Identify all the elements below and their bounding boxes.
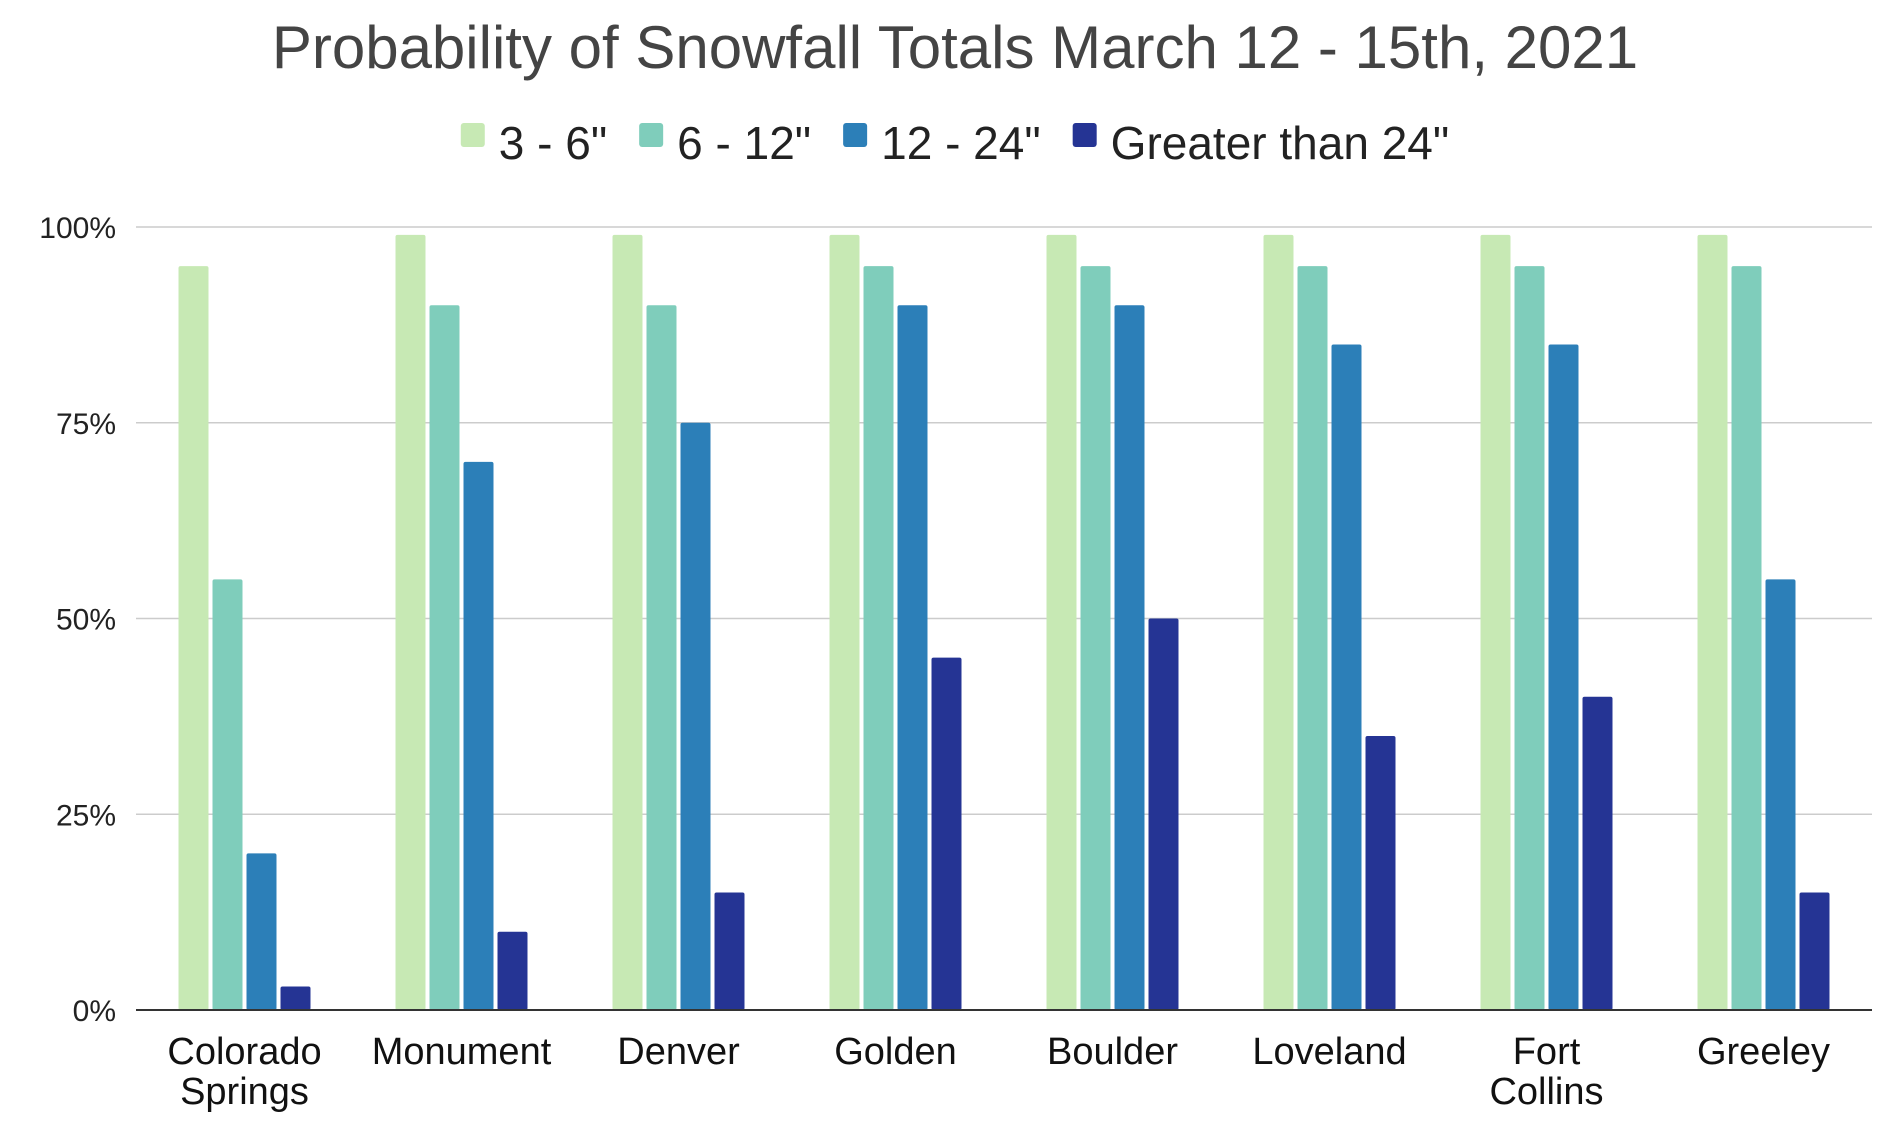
x-tick-label: Fort Collins <box>1489 1031 1603 1113</box>
bar <box>1731 266 1762 1010</box>
bar <box>497 931 528 1010</box>
bar <box>463 461 494 1010</box>
y-tick-label: 75% <box>56 408 116 441</box>
bar <box>680 422 711 1010</box>
y-tick-label: 50% <box>56 604 116 637</box>
bar <box>829 234 860 1010</box>
bar <box>714 892 745 1010</box>
bar <box>1331 344 1362 1010</box>
y-tick-label: 0% <box>73 995 116 1028</box>
legend-swatch <box>1072 123 1097 147</box>
bar <box>1297 266 1328 1010</box>
bar <box>1148 618 1179 1010</box>
bar <box>646 305 677 1010</box>
bar <box>1080 266 1111 1010</box>
bar <box>429 305 460 1010</box>
legend-label: Greater than 24" <box>1111 117 1450 169</box>
legend-item: 12 - 24" <box>843 117 1041 169</box>
bar <box>1548 344 1579 1010</box>
bar <box>863 266 894 1010</box>
bar <box>395 234 426 1010</box>
x-tick-label: Greeley <box>1697 1031 1830 1073</box>
x-tick-label: Monument <box>372 1031 552 1073</box>
x-tick-label: Loveland <box>1252 1031 1406 1073</box>
bar <box>1514 266 1545 1010</box>
y-tick-label: 25% <box>56 799 116 832</box>
legend-swatch <box>843 123 868 147</box>
legend-swatch <box>460 123 485 147</box>
bar <box>931 657 962 1010</box>
legend-label: 12 - 24" <box>881 117 1041 169</box>
y-tick-label: 100% <box>39 212 116 245</box>
y-axis-ticks: 0% 25% 50% 75% 100% <box>39 212 116 1028</box>
bar <box>1480 234 1511 1010</box>
bar <box>1582 696 1613 1010</box>
bar <box>612 234 643 1010</box>
x-axis-ticks: Colorado Springs Monument Denver Golden Bould… <box>167 1031 1830 1113</box>
bar <box>1799 892 1830 1010</box>
bar <box>1765 579 1796 1010</box>
x-tick-label: Denver <box>617 1031 740 1073</box>
legend-label: 3 - 6" <box>499 117 607 169</box>
x-tick-label: Boulder <box>1047 1031 1178 1073</box>
legend-item: Greater than 24" <box>1072 117 1450 169</box>
bar <box>1263 234 1294 1010</box>
legend-item: 3 - 6" <box>460 117 607 169</box>
bar <box>1114 305 1145 1010</box>
bar <box>1697 234 1728 1010</box>
bar <box>897 305 928 1010</box>
bar <box>212 579 243 1010</box>
x-tick-label: Golden <box>834 1031 957 1073</box>
bar <box>1046 234 1077 1010</box>
legend-label: 6 - 12" <box>677 117 811 169</box>
bar <box>246 853 277 1010</box>
bars <box>178 234 1830 1010</box>
bar <box>1365 735 1396 1010</box>
bar <box>280 986 311 1010</box>
bar <box>178 266 209 1010</box>
x-tick-label: Colorado Springs <box>167 1031 321 1113</box>
legend-item: 6 - 12" <box>639 117 811 169</box>
legend-swatch <box>639 123 664 147</box>
chart-title: Probability of Snowfall Totals March 12 … <box>272 14 1638 81</box>
legend: 3 - 6" 6 - 12" 12 - 24" Greater than 24" <box>460 117 1450 169</box>
